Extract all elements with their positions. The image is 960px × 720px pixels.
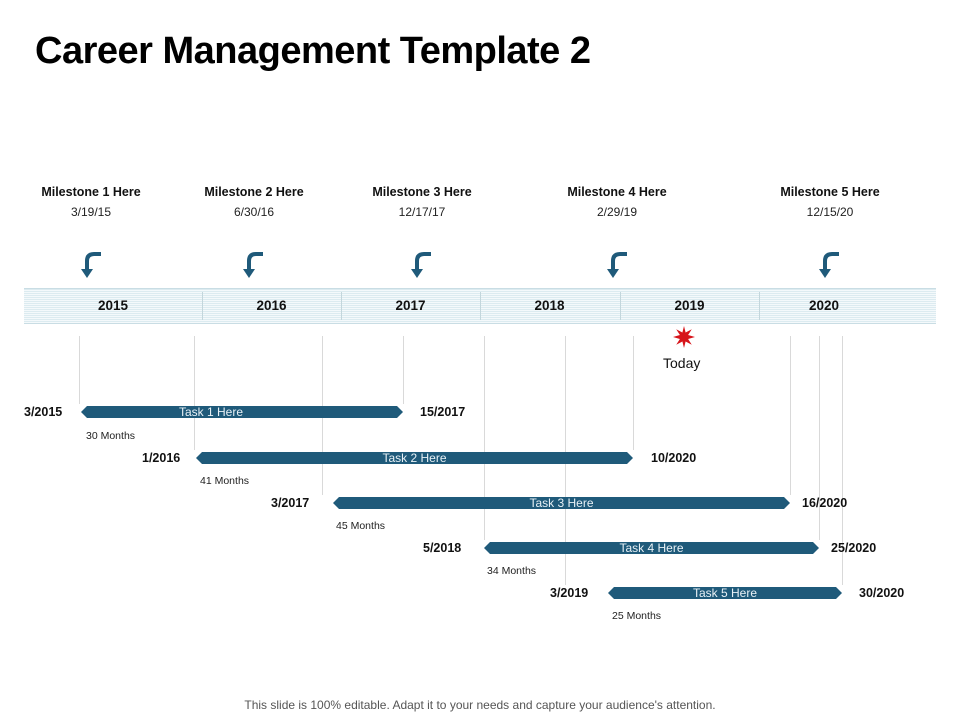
milestone-label: Milestone 3 Here [372,185,472,199]
milestone-label: Milestone 5 Here [780,185,880,199]
task-duration: 41 Months [200,475,250,487]
task-bar [333,497,790,509]
guide-line [79,336,80,404]
slide-title: Career Management Template 2 [35,30,591,72]
task-duration: 30 Months [86,430,136,442]
year-label: 2020 [808,298,840,313]
task-end-date: 16/2020 [802,496,848,510]
task-start-date: 3/2019 [550,586,589,600]
curved-arrow-icon [411,252,431,278]
guide-line [484,336,485,540]
curved-arrow-icon [819,252,839,278]
milestone-label: Milestone 1 Here [41,185,141,199]
task-bar [484,542,819,554]
task-end-date: 25/2020 [831,541,877,555]
task-label: Task 1 Here [178,405,244,419]
task-start-date: 1/2016 [142,451,181,465]
task-label: Task 4 Here [619,541,684,555]
curved-arrow-icon [243,252,263,278]
guide-line [790,336,791,495]
milestone-2: Milestone 2 Here 6/30/16 [189,185,319,219]
guide-line [194,336,195,450]
task-end-date: 30/2020 [859,586,905,600]
milestone-5: Milestone 5 Here 12/15/20 [765,185,895,219]
task-label: Task 5 Here [692,586,758,600]
year-divider [341,292,342,320]
guide-line [633,336,634,450]
year-label: 2019 [674,298,705,313]
milestone-label: Milestone 4 Here [567,185,667,199]
milestone-date: 6/30/16 [233,205,275,219]
year-divider [759,292,760,320]
task-label: Task 2 Here [382,451,447,465]
year-label: 2017 [395,298,426,313]
year-label: 2016 [256,298,287,313]
task-duration: 45 Months [336,520,386,532]
year-divider [202,292,203,320]
task-start-date: 5/2018 [423,541,462,555]
year-band: 2015 2016 2017 2018 2019 2020 [24,288,936,324]
footer-note: This slide is 100% editable. Adapt it to… [244,698,716,712]
task-bar [81,406,403,418]
task-start-date: 3/2017 [271,496,310,510]
guide-line [842,336,843,585]
today-label: Today [663,355,701,371]
task-bar [608,587,842,599]
curved-arrow-icon [81,252,101,278]
milestone-date: 2/29/19 [596,205,638,219]
milestone-date: 12/17/17 [398,205,446,219]
milestone-date: 12/15/20 [806,205,854,219]
task-start-date: 3/2015 [24,405,63,419]
milestone-date: 3/19/15 [70,205,112,219]
year-label: 2015 [97,298,129,313]
year-label: 2018 [534,298,565,313]
milestone-4: Milestone 4 Here 2/29/19 [552,185,682,219]
curved-arrow-icon [607,252,627,278]
task-end-date: 10/2020 [651,451,697,465]
task-duration: 25 Months [612,610,662,622]
milestone-label: Milestone 2 Here [204,185,304,199]
task-end-date: 15/2017 [420,405,466,419]
task-label: Task 3 Here [529,496,594,510]
star-icon [673,326,695,348]
guide-line [403,336,404,404]
year-divider [620,292,621,320]
milestone-3: Milestone 3 Here 12/17/17 [357,185,487,219]
task-duration: 34 Months [487,565,537,577]
task-bar [196,452,633,464]
milestone-1: Milestone 1 Here 3/19/15 [26,185,156,219]
guide-line [819,336,820,540]
year-divider [480,292,481,320]
